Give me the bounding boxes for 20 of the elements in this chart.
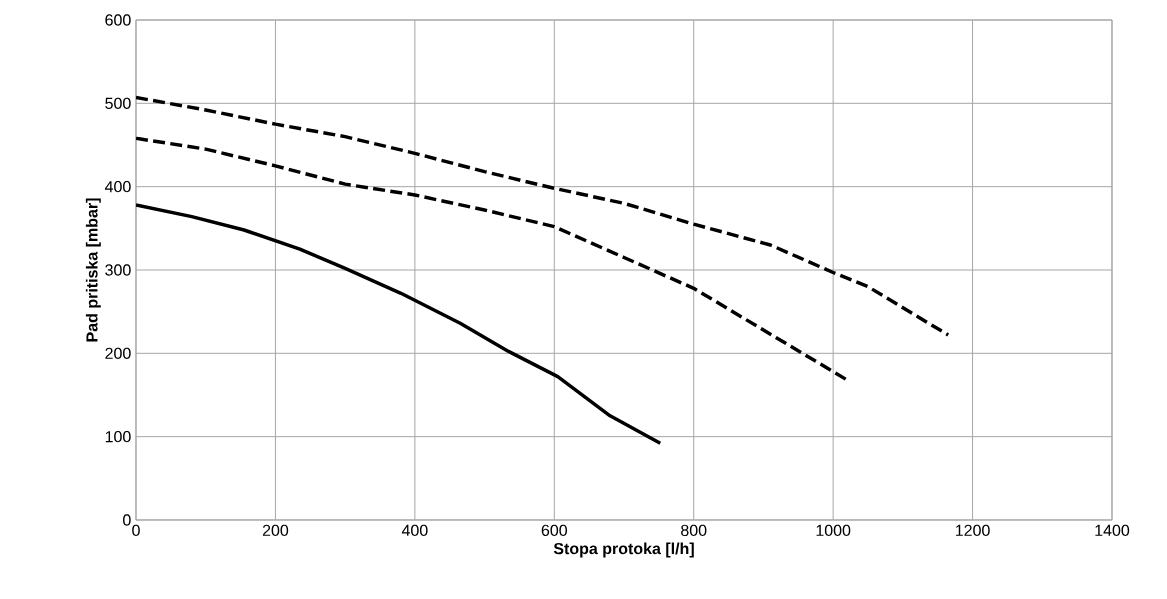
x-tick-label: 200: [262, 524, 289, 537]
y-tick-label: 600: [105, 14, 131, 26]
x-tick-label: 1400: [1095, 524, 1130, 537]
y-tick-label: 0: [123, 514, 131, 526]
x-tick-label: 400: [401, 524, 428, 537]
y-tick-label: 300: [105, 264, 131, 276]
y-tick-label: 500: [105, 97, 131, 109]
line-series: [136, 203, 662, 446]
y-tick-label: 200: [105, 347, 131, 359]
y-axis-title: Pad pritiska [mbar]: [85, 198, 101, 342]
x-tick-label: 1000: [816, 524, 851, 537]
y-tick-label: 100: [105, 430, 131, 443]
y-tick-label: 400: [104, 181, 131, 193]
x-tick-label: 0: [132, 524, 140, 537]
line-series: [136, 136, 849, 382]
x-axis-title: Stopa protoka [l/h]: [553, 542, 694, 558]
x-tick-label: 1200: [955, 524, 990, 537]
x-tick-label: 600: [541, 524, 568, 537]
x-tick-label: 800: [681, 524, 707, 537]
line-series: [136, 95, 950, 337]
